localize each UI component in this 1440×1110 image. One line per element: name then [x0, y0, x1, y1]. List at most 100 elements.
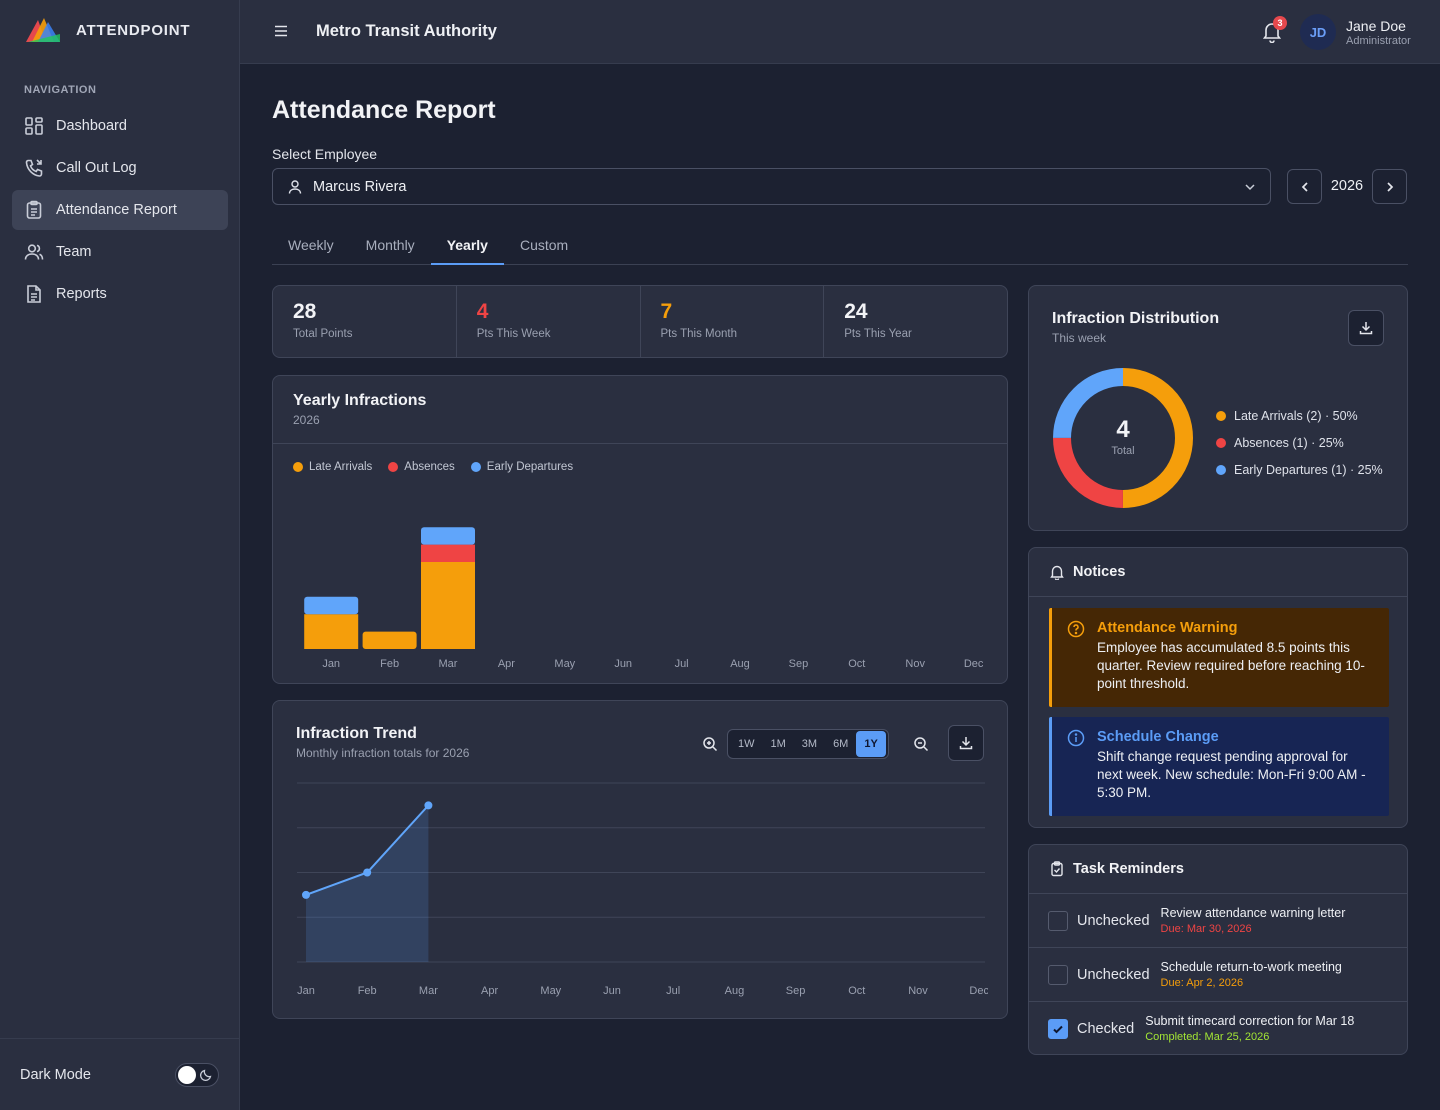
task-title: Schedule return-to-work meeting [1160, 960, 1342, 974]
notice-title: Schedule Change [1097, 729, 1219, 745]
x-tick-label: Apr [498, 658, 515, 670]
trend-area-chart: Jan Feb Mar Apr May Jun Jul Aug Sep Oct Nov Dec [297, 782, 988, 997]
x-tick-label: May [540, 985, 561, 997]
infraction-distribution-card: Infraction Distribution This week 4 Tota… [1028, 285, 1408, 531]
dark-mode-toggle[interactable] [175, 1062, 219, 1087]
task-item: Unchecked Review attendance warning lett… [1029, 893, 1407, 947]
tab-monthly[interactable]: Monthly [365, 237, 415, 253]
range-selector: 1W 1M 3M 6M 1Y [727, 729, 889, 759]
chevron-down-icon [1245, 184, 1255, 191]
download-distribution-button[interactable] [1348, 310, 1384, 346]
range-1w[interactable]: 1W [738, 738, 755, 750]
donut-total: 4 [1116, 416, 1130, 443]
notice-attendance-warning[interactable]: Attendance Warning Employee has accumula… [1049, 608, 1389, 707]
stats-card: 28 Total Points 4 Pts This Week 7 Pts Th… [272, 285, 1008, 358]
range-1y[interactable]: 1Y [856, 731, 886, 757]
x-tick-label: Sep [786, 985, 806, 997]
task-item: Checked Submit timecard correction for M… [1029, 1001, 1407, 1055]
task-checkbox[interactable] [1048, 910, 1068, 931]
dark-mode-label: Dark Mode [20, 1066, 91, 1083]
phone-icon [25, 159, 43, 177]
range-6m[interactable]: 6M [833, 738, 849, 750]
sidebar-item-dashboard[interactable]: Dashboard [12, 106, 228, 146]
bar-segment [421, 527, 475, 545]
distribution-donut-chart [1053, 368, 1193, 508]
trend-area [306, 805, 429, 962]
sidebar-item-team[interactable]: Team [12, 232, 228, 272]
legend-swatch [1216, 464, 1226, 475]
zoom-in-icon[interactable] [702, 736, 718, 752]
donut-slice [1053, 368, 1193, 508]
notices-header: Notices [1049, 564, 1125, 580]
bell-icon [1050, 565, 1064, 580]
trend-point [424, 801, 433, 810]
clipboard-check-icon [1051, 861, 1063, 877]
stat-value: 24 [844, 300, 868, 323]
bar-segment [421, 562, 475, 649]
download-trend-button[interactable] [948, 725, 984, 761]
bar-segment [304, 596, 359, 615]
card-subtitle: This week [1052, 331, 1107, 345]
distribution-legend: Late Arrivals (2) · 50% Absences (1) · 2… [1216, 402, 1383, 483]
notice-body: Shift change request pending approval fo… [1097, 749, 1366, 800]
bar-segment [304, 614, 359, 649]
legend-swatch [388, 462, 399, 472]
x-tick-label: Nov [905, 658, 925, 670]
next-year-button[interactable] [1372, 169, 1407, 204]
checkbox-state: Checked [1077, 1020, 1135, 1037]
legend-item: Early Departures (1) · 25% [1216, 456, 1383, 483]
yearly-infractions-card: Yearly Infractions 2026 Late Arrivals Ab… [272, 375, 1008, 684]
stat-value: 28 [293, 300, 317, 323]
period-tabs: Weekly Monthly Yearly Custom [272, 232, 1408, 265]
clipboard-icon [26, 200, 42, 219]
avatar[interactable]: JD [1300, 14, 1336, 50]
notice-schedule-change[interactable]: Schedule Change Shift change request pen… [1049, 717, 1389, 816]
legend-swatch [470, 462, 481, 472]
range-1m[interactable]: 1M [770, 738, 786, 750]
help-circle-icon [1067, 620, 1085, 638]
stat-pts-this-year: 24 Pts This Year [824, 286, 1007, 357]
divider [273, 443, 1007, 444]
sidebar-item-attendance-report[interactable]: Attendance Report [12, 190, 228, 230]
x-tick-label: Jun [603, 985, 621, 997]
task-checkbox[interactable] [1048, 1018, 1068, 1039]
sidebar-item-reports[interactable]: Reports [12, 274, 228, 314]
infraction-trend-card: Infraction Trend Monthly infraction tota… [272, 700, 1008, 1019]
chart-legend: Late Arrivals Absences Early Departures [293, 461, 573, 473]
x-tick-label: Jul [675, 658, 689, 670]
tab-custom[interactable]: Custom [519, 237, 569, 253]
range-3m[interactable]: 3M [801, 738, 818, 750]
sidebar-item-label: Call Out Log [56, 160, 137, 176]
stat-total-points: 28 Total Points [273, 286, 457, 357]
prev-year-button[interactable] [1287, 169, 1322, 204]
zoom-out-icon[interactable] [913, 736, 929, 752]
x-tick-label: Jul [666, 985, 680, 997]
menu-icon[interactable] [274, 24, 288, 38]
legend-label: Early Departures [486, 461, 574, 473]
yearly-bar-chart: Jan Feb Mar Apr May Jun Jul Aug Sep Oct Nov Dec [304, 527, 984, 670]
x-tick-label: Aug [725, 985, 745, 997]
user-name: Jane Doe [1346, 18, 1406, 34]
notice-body: Employee has accumulated 8.5 points this… [1097, 640, 1365, 691]
checkbox-state: Unchecked [1077, 966, 1150, 983]
toggle-knob [178, 1065, 196, 1084]
employee-select[interactable]: Marcus Rivera [272, 168, 1271, 205]
app-name: AttendPoint [76, 21, 191, 39]
sidebar-nav: Dashboard Call Out Log Attendance Report… [12, 106, 228, 316]
tab-yearly[interactable]: Yearly [430, 232, 504, 265]
employee-select-value: Marcus Rivera [313, 178, 407, 195]
dashboard-icon [25, 117, 43, 135]
x-tick-label: Oct [848, 985, 865, 997]
task-checkbox[interactable] [1048, 964, 1068, 985]
stat-label: Pts This Week [476, 328, 551, 340]
x-tick-label: Jun [614, 658, 632, 670]
sidebar-item-call-out-log[interactable]: Call Out Log [12, 148, 228, 188]
chevron-right-icon [1386, 181, 1393, 192]
task-text: Submit timecard correction for Mar 18 Co… [1145, 1014, 1354, 1043]
app-logo[interactable]: AttendPoint [24, 16, 190, 44]
task-due: Due: Apr 2, 2026 [1160, 977, 1244, 989]
task-due: Completed: Mar 25, 2026 [1145, 1031, 1270, 1043]
sidebar-item-label: Attendance Report [56, 202, 177, 218]
tab-weekly[interactable]: Weekly [288, 237, 334, 253]
x-tick-label: May [554, 658, 575, 670]
